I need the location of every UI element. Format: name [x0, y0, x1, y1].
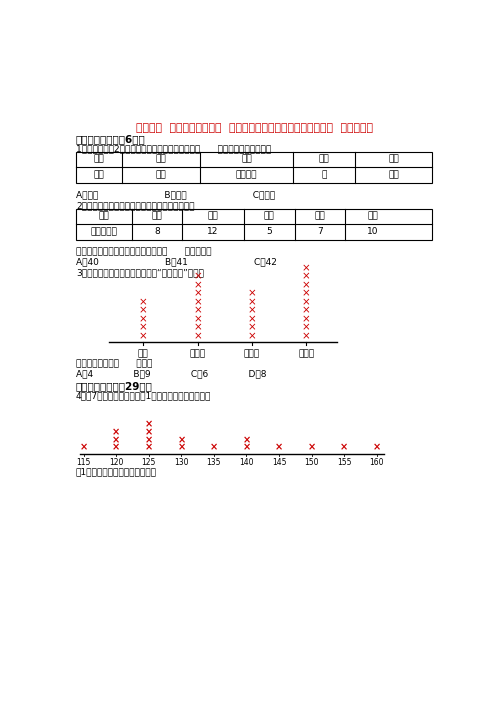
Text: ×: × [145, 443, 153, 453]
Text: ×: × [248, 289, 256, 298]
Text: ×: × [302, 331, 310, 341]
Text: 正一: 正一 [388, 170, 399, 179]
Text: 130: 130 [174, 458, 188, 467]
Text: ×: × [139, 314, 148, 324]
Text: 从统计图汇总可以看出，红红调查了（      ）名同学。: 从统计图汇总可以看出，红红调查了（ ）名同学。 [76, 248, 211, 256]
Text: 120: 120 [109, 458, 124, 467]
Text: ×: × [193, 280, 202, 290]
Text: ×: × [302, 263, 310, 273]
Text: 妙想: 妙想 [318, 155, 329, 164]
Text: ×: × [139, 331, 148, 341]
Text: 时间: 时间 [94, 155, 105, 164]
Text: ×: × [193, 331, 202, 341]
Text: ×: × [248, 322, 256, 333]
Text: 苹果: 苹果 [152, 212, 162, 221]
Bar [76, 209, 433, 240]
Text: 水果: 水果 [99, 212, 109, 221]
Text: ×: × [112, 428, 121, 437]
Text: ×: × [145, 428, 153, 437]
Text: ×: × [302, 289, 310, 298]
Text: 3．下面是三（二）班同学喜欢的“卡通明星”情况。: 3．下面是三（二）班同学喜欢的“卡通明星”情况。 [76, 268, 204, 277]
Text: ×: × [302, 305, 310, 316]
Text: ×: × [145, 435, 153, 445]
Text: ×: × [112, 435, 121, 445]
Text: 孙悟空: 孙悟空 [298, 349, 314, 358]
Text: 人数: 人数 [94, 170, 105, 179]
Text: 160: 160 [370, 458, 384, 467]
Text: 12: 12 [207, 227, 219, 236]
Text: 正正正正: 正正正正 [236, 170, 257, 179]
Text: ×: × [193, 305, 202, 316]
Text: ×: × [302, 280, 310, 290]
Text: ×: × [193, 297, 202, 307]
Text: A．淡气                       B．笑笑                       C．奇思: A．淡气 B．笑笑 C．奇思 [76, 190, 275, 199]
Text: ×: × [80, 443, 88, 453]
Text: 140: 140 [239, 458, 253, 467]
Text: ×: × [243, 435, 250, 445]
Text: 人数（人）: 人数（人） [90, 227, 117, 236]
Text: ×: × [139, 305, 148, 316]
Text: ×: × [193, 322, 202, 333]
Text: A．40                       B．41                       C．42: A．40 B．41 C．42 [76, 258, 277, 267]
Text: 115: 115 [76, 458, 91, 467]
Text: 8: 8 [154, 227, 160, 236]
Text: 香蕉: 香蕉 [208, 212, 219, 221]
Text: ×: × [112, 443, 121, 453]
Text: ×: × [248, 297, 256, 307]
Text: 喜欢孙悟空的有（      ）人。: 喜欢孙悟空的有（ ）人。 [76, 359, 152, 368]
Text: 145: 145 [272, 458, 286, 467]
Text: 10: 10 [367, 227, 378, 236]
Text: 4．（7分）下面是三年级（1）班学生身高统计情况。: 4．（7分）下面是三年级（1）班学生身高统计情况。 [76, 392, 211, 400]
Text: 淡气: 淡气 [241, 155, 252, 164]
Text: 喜羊羊: 喜羊羊 [189, 349, 206, 358]
Text: ×: × [275, 443, 283, 453]
Text: ×: × [308, 443, 315, 453]
Bar [76, 152, 433, 183]
Text: 125: 125 [142, 458, 156, 467]
Text: 150: 150 [305, 458, 319, 467]
Text: 蓝猫: 蓝猫 [138, 349, 149, 358]
Text: ×: × [340, 443, 348, 453]
Text: ×: × [302, 322, 310, 333]
Text: ×: × [177, 435, 186, 445]
Text: （1）根据上面统计情况填一填。: （1）根据上面统计情况填一填。 [76, 468, 157, 477]
Text: A．4              B．9              C．6              D．8: A．4 B．9 C．6 D．8 [76, 369, 266, 378]
Text: 笑笑: 笑笑 [156, 155, 167, 164]
Text: ×: × [248, 305, 256, 316]
Text: ×: × [243, 443, 250, 453]
Text: 一、选择题（满分6分）: 一、选择题（满分6分） [76, 134, 146, 145]
Text: ×: × [139, 322, 148, 333]
Text: ×: × [145, 420, 153, 430]
Text: 正: 正 [321, 170, 327, 179]
Text: 第七单元  数据的整理和表示  小学数学三年级下册暑假特训基础卷  三升四专用: 第七单元 数据的整理和表示 小学数学三年级下册暑假特训基础卷 三升四专用 [136, 123, 372, 133]
Text: ×: × [302, 272, 310, 282]
Text: 2．红红调查同学们最喜欢吃的水果，结果如下：: 2．红红调查同学们最喜欢吃的水果，结果如下： [76, 201, 194, 211]
Text: 正正: 正正 [156, 170, 167, 179]
Text: 5: 5 [266, 227, 272, 236]
Text: 二、填空题（满分29分）: 二、填空题（满分29分） [76, 380, 153, 391]
Text: ×: × [248, 314, 256, 324]
Text: 155: 155 [337, 458, 351, 467]
Text: ×: × [302, 314, 310, 324]
Text: ×: × [193, 272, 202, 282]
Text: 135: 135 [207, 458, 221, 467]
Text: 7: 7 [317, 227, 322, 236]
Text: 奇思: 奇思 [388, 155, 399, 164]
Text: 1．下表是三（2）班学生选举班长时的统计表，（      ）最有可能当上班长。: 1．下表是三（2）班学生选举班长时的统计表，（ ）最有可能当上班长。 [76, 145, 271, 153]
Text: ×: × [193, 314, 202, 324]
Text: ×: × [248, 331, 256, 341]
Text: ×: × [177, 443, 186, 453]
Text: 奥特曼: 奥特曼 [244, 349, 260, 358]
Text: ×: × [302, 297, 310, 307]
Text: ×: × [210, 443, 218, 453]
Text: ×: × [139, 297, 148, 307]
Text: ×: × [372, 443, 381, 453]
Text: 西瓜: 西瓜 [367, 212, 378, 221]
Text: 桃子: 桃子 [264, 212, 275, 221]
Text: 草莓: 草莓 [314, 212, 325, 221]
Text: ×: × [193, 289, 202, 298]
